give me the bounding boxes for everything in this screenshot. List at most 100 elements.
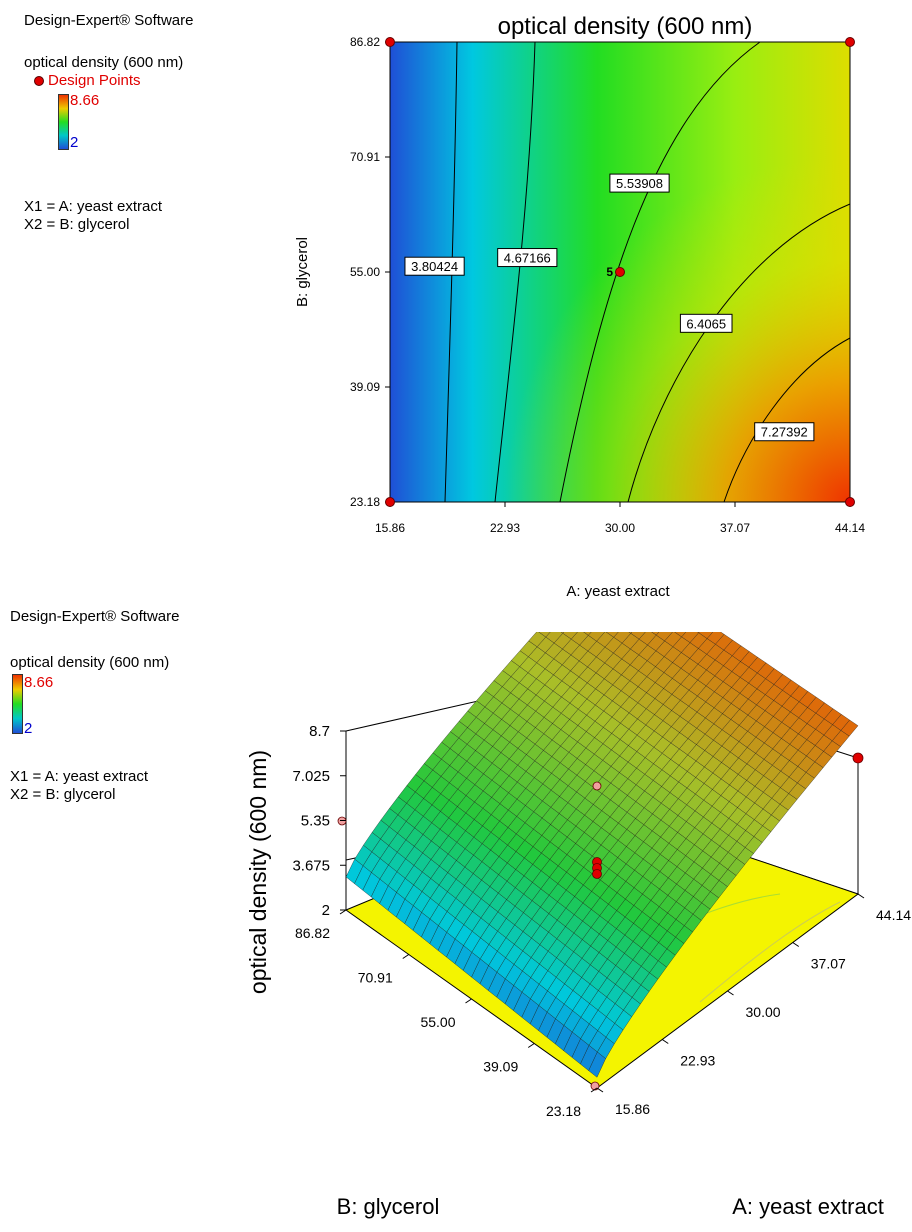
surface-y-axis-label: B: glycerol <box>337 1194 440 1219</box>
surface-cell <box>583 632 592 636</box>
factor-x1-label: X1 = A: yeast extract <box>10 768 148 785</box>
surface-y-tick-label: 39.09 <box>483 1059 518 1075</box>
surface-cell <box>588 632 606 642</box>
contour-line-4.67166 <box>494 41 536 503</box>
surface-x-tick <box>857 893 865 899</box>
scale-max-label: 8.66 <box>24 674 54 691</box>
contour-line-5.53908 <box>559 41 761 503</box>
contour-x-tick-label: 15.86 <box>375 521 405 535</box>
contour-label-box <box>404 256 465 276</box>
design-point-icon <box>34 76 44 87</box>
contour-label: 6.4065 <box>686 316 726 331</box>
scale-min-label: 2 <box>70 134 79 151</box>
surface-x-tick-label: 30.00 <box>746 1004 781 1020</box>
response-label: optical density (600 nm) <box>24 54 184 71</box>
factor-x2-label: X2 = B: glycerol <box>24 216 130 233</box>
surface-x-tick <box>792 942 800 947</box>
surface-mesh <box>345 632 859 1078</box>
surface-cell <box>628 632 633 634</box>
scale-min-label: 2 <box>24 720 33 737</box>
contour-label: 3.80424 <box>411 259 458 274</box>
surface-y-tick-label: 23.18 <box>546 1103 581 1119</box>
surface-z-axis-label: optical density (600 nm) <box>245 750 271 994</box>
surface-x-tick-label: 37.07 <box>811 956 846 972</box>
surface-plot: 2 3.675 5.35 7.025 8.7 15.86 22.93 30.00 37.07 4… <box>245 632 911 1219</box>
software-label: Design-Expert® Software <box>24 12 194 29</box>
surface-cell <box>664 632 682 647</box>
contour-y-tick-label: 70.91 <box>350 150 380 164</box>
top-legend: Design-Expert® Software optical density … <box>24 12 284 233</box>
surface-x-axis-label: A: yeast extract <box>732 1194 884 1219</box>
contour-x-tick-label: 22.93 <box>490 521 520 535</box>
design-points-legend: Design Points <box>34 72 141 90</box>
surface-cell <box>706 632 725 645</box>
design-point <box>845 497 855 507</box>
surface-z-tick-label: 7.025 <box>292 768 330 785</box>
surface-cell <box>545 632 564 644</box>
software-label: Design-Expert® Software <box>10 608 180 625</box>
surface-z-tick-label: 8.7 <box>309 723 330 740</box>
surface-y-tick-label: 55.00 <box>420 1014 455 1030</box>
contour-label: 5.53908 <box>616 176 663 191</box>
surface-cell <box>638 632 657 646</box>
surface-cell <box>570 632 589 646</box>
factor-x2-label: X2 = B: glycerol <box>10 786 116 803</box>
contour-y-ticks: 23.18 39.09 55.00 70.91 86.82 <box>350 35 390 509</box>
design-points: 5 <box>385 37 855 507</box>
surface-cell <box>630 632 646 640</box>
surface-x-tick-label: 44.14 <box>876 907 911 923</box>
design-point <box>385 37 395 47</box>
surface-y-tick <box>590 1087 598 1093</box>
surface-x-tick <box>596 1087 604 1093</box>
surface-cell <box>697 632 700 633</box>
surface-x-tick-label: 15.86 <box>615 1101 650 1117</box>
surface-design-point <box>852 752 864 764</box>
contour-plot: optical density (600 nm) B: glycerol A: … <box>294 13 865 600</box>
design-point <box>845 37 855 47</box>
surface-cell <box>562 632 578 640</box>
contour-y-tick-label: 55.00 <box>350 265 380 279</box>
surface-y-tick <box>402 954 410 959</box>
contour-label-box <box>679 313 733 333</box>
surface-z-tick-label: 2 <box>322 902 330 919</box>
surface-cell <box>651 632 660 636</box>
surface-z-tick-label: 3.675 <box>292 857 330 874</box>
surface-z-tick-label: 5.35 <box>301 813 330 830</box>
contour-line-7.27392 <box>723 337 851 503</box>
surface-cell <box>698 632 714 639</box>
color-scale-swatch <box>12 674 23 734</box>
surface-cell <box>605 632 619 638</box>
surface-x-tick <box>727 990 734 996</box>
surface-cell <box>613 632 632 644</box>
color-scale-swatch <box>58 94 69 150</box>
surface-y-tick <box>339 909 347 915</box>
contour-label: 4.67166 <box>504 251 551 266</box>
contour-label-box <box>754 422 815 442</box>
surface-y-tick <box>527 1043 535 1048</box>
design-points-label: Design Points <box>48 72 141 89</box>
surface-y-tick-label: 70.91 <box>358 970 393 986</box>
surface-cell <box>528 632 547 648</box>
contour-x-ticks: 15.86 22.93 30.00 37.07 44.14 <box>375 502 865 535</box>
contour-y-axis-label: B: glycerol <box>294 237 311 307</box>
contour-label: 7.27392 <box>761 425 808 440</box>
surface-cell <box>674 632 687 638</box>
contour-label-box <box>609 173 670 193</box>
factor-x1-label: X1 = A: yeast extract <box>24 198 162 215</box>
surface-cell <box>681 632 699 643</box>
design-point-replicate-label: 5 <box>606 265 613 279</box>
surface-cell <box>560 632 565 634</box>
bottom-legend: Design-Expert® Software optical density … <box>10 608 270 808</box>
scale-max-label: 8.66 <box>70 92 100 109</box>
contour-y-tick-label: 86.82 <box>350 35 380 49</box>
contour-x-tick-label: 37.07 <box>720 521 750 535</box>
design-point <box>385 497 395 507</box>
design-point <box>615 267 625 277</box>
contour-title: optical density (600 nm) <box>498 13 753 40</box>
contour-x-tick-label: 30.00 <box>605 521 635 535</box>
surface-design-point <box>592 869 602 879</box>
contour-x-tick-label: 44.14 <box>835 521 865 535</box>
contour-y-tick-label: 23.18 <box>350 495 380 509</box>
surface-x-tick <box>661 1039 669 1044</box>
surface-design-point <box>592 781 602 791</box>
